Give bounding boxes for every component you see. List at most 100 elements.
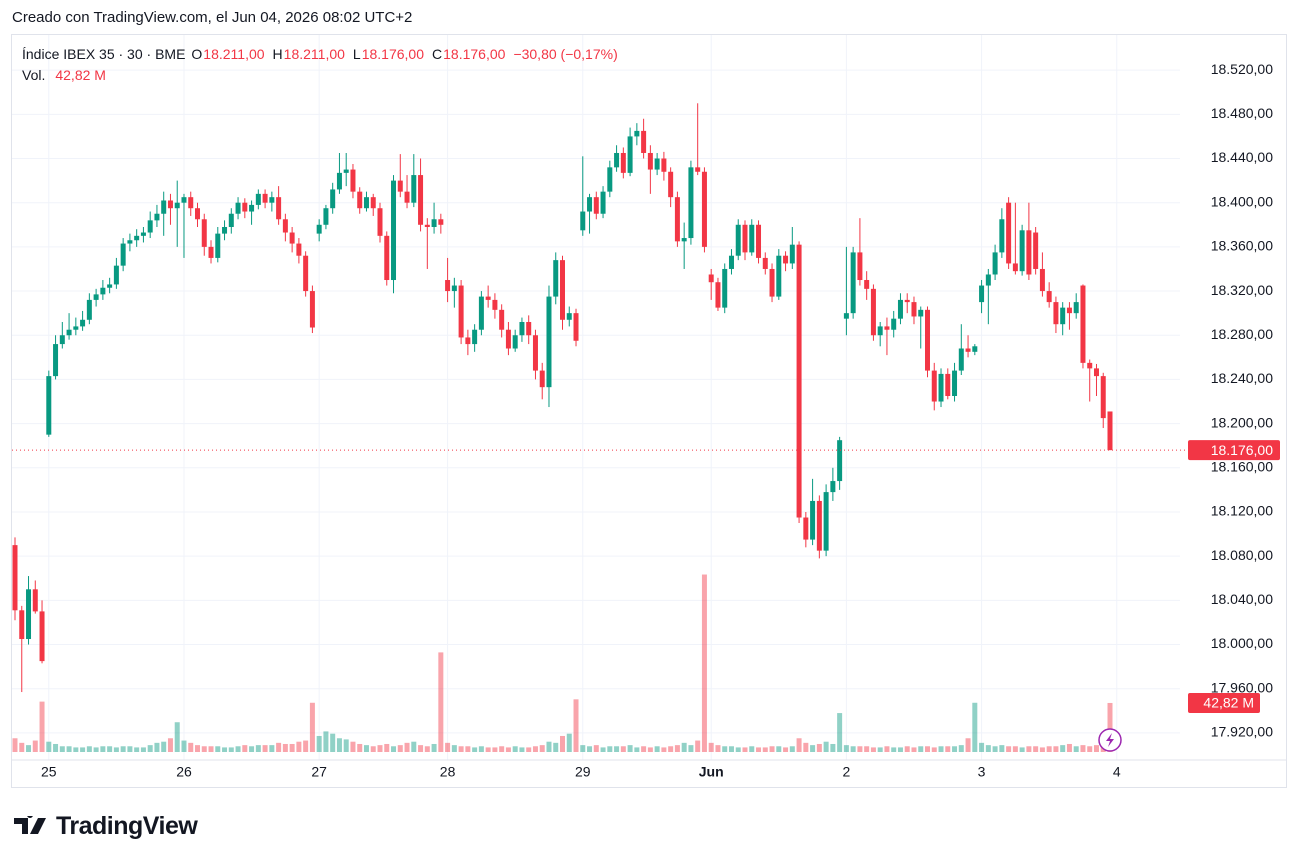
grid [12,35,1180,760]
candle-body [945,373,951,396]
volume-bar [1073,746,1079,752]
y-tick-label: 18.280,00 [1211,326,1273,342]
candle-body [472,329,478,345]
candle-body [12,545,18,611]
volume-bar [911,747,917,752]
candle-body [127,240,133,244]
candle-body [708,274,714,283]
volume-bar [688,745,694,752]
volume-bar [877,747,883,752]
candle-body [810,500,816,540]
candle-body [742,224,748,253]
volume-bar [262,745,268,752]
volume-bar [607,746,613,752]
candle-body [499,309,505,330]
volume-bar [26,745,32,752]
candle-body [681,238,687,242]
volume-bar [438,652,444,752]
candle-body [641,130,647,153]
candle-body [985,274,991,286]
candle-body [816,500,822,551]
y-tick-label: 17.960,00 [1211,679,1273,695]
candle-body [1046,291,1052,303]
candle-body [870,288,876,336]
volume-bar [587,746,593,752]
candle-body [140,232,146,236]
volume-bar [73,747,79,752]
candle-body [113,265,119,285]
volume-bar [789,746,795,752]
volume-bar [749,746,755,752]
volume-bar [113,747,119,752]
volume-bar [451,745,457,752]
volume-bar [945,746,951,752]
volume-bar [424,746,430,752]
volume-bar [560,735,565,752]
volume-bar [715,745,721,752]
candle-body [620,152,626,173]
volume-bar [952,746,958,752]
volume-bar [823,741,829,752]
volume-bar [958,745,964,752]
candle-body [823,492,829,551]
y-tick-label: 18.080,00 [1211,547,1273,563]
x-tick-label: Jun [699,764,724,780]
candle-body [370,197,376,209]
volume-bar [654,746,660,752]
candle-body [546,296,552,388]
last-price-box [1188,440,1280,461]
candle-body [269,197,275,203]
candle-body [249,204,255,212]
candle-body [789,244,795,264]
volume-bar [363,745,369,752]
volume-bar [904,746,910,752]
candle-body [891,318,897,330]
volume-bar [519,747,525,752]
x-tick-label: 25 [41,764,57,780]
volume-bar [553,742,559,752]
brand-logo: TradingView [14,812,198,841]
candle-body [580,211,586,231]
candle-body [722,268,728,308]
x-tick-label: 28 [440,764,456,780]
candle-body [877,326,883,336]
volume-bar [39,701,45,752]
candle-body [86,299,92,320]
candle-body [161,200,167,214]
volume-bar [1093,745,1099,752]
candle-body [634,130,640,137]
y-tick-label: 18.400,00 [1211,193,1273,209]
candle-body [647,152,653,170]
candle-body [999,219,1005,253]
volume-bar [647,747,653,752]
candle-body [316,224,322,234]
candle-body [235,202,241,214]
ohlc-key: O [191,46,203,62]
volume-bar [965,738,971,752]
candle-body [566,313,572,320]
candle-body [93,294,99,300]
candle-body [1073,302,1079,314]
x-tick-label: 4 [1113,764,1121,780]
candle-body [776,255,782,297]
volume-bar [188,742,194,752]
volume-bar [870,747,876,752]
candle-body [478,296,484,330]
candle-body [19,610,25,640]
volume-bar [505,747,511,752]
candle-body [952,370,958,396]
candle-body [222,226,228,234]
volume-bar [674,745,680,752]
y-tick-label: 18.000,00 [1211,635,1273,651]
candle-body [532,335,538,371]
volume-bar [1107,702,1113,752]
candle-body [53,344,59,377]
volume-bar [600,747,606,752]
candle-body [1053,302,1059,325]
volume-bar [174,722,180,752]
ohlc-key: C [432,46,443,62]
candle-body [904,299,910,303]
x-tick-label: 3 [978,764,986,780]
price-line: Índice IBEX 35 · 30 · BME O18.211,00 H18.2… [22,44,626,65]
candle-body [465,337,471,345]
